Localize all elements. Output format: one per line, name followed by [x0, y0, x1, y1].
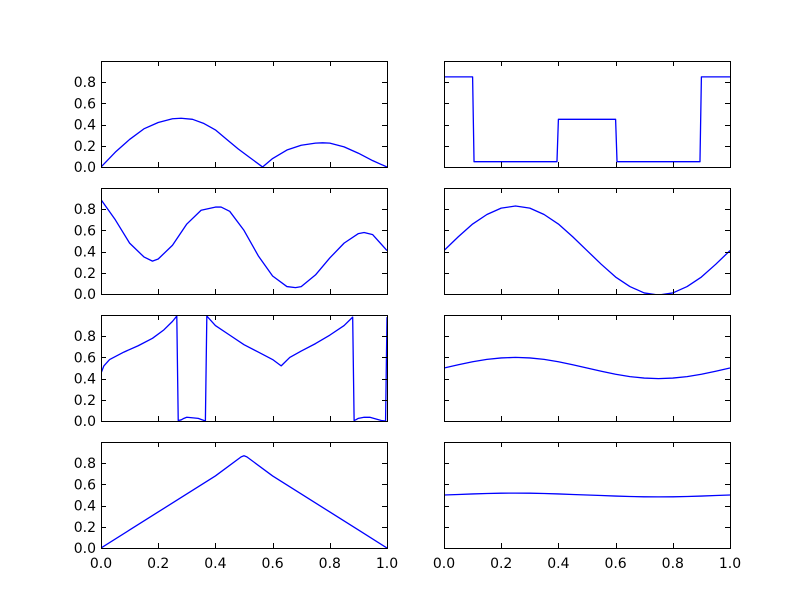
x-tick-label: 0.6: [261, 556, 283, 572]
y-tick-label: 0.2: [74, 520, 96, 536]
axes-frame: [101, 315, 388, 422]
x-tick-label: 0.4: [547, 556, 569, 572]
y-tick-label: 0.4: [74, 372, 96, 388]
y-tick-label: 0.0: [74, 541, 96, 557]
y-tick-label: 0.6: [74, 96, 96, 112]
axes-frame: [444, 188, 731, 295]
axes-frame: [444, 315, 731, 422]
y-tick-label: 0.4: [74, 245, 96, 261]
subplot-2: [444, 61, 731, 168]
subplot-4: [444, 188, 731, 295]
axes-frame: [444, 442, 731, 549]
series-line: [444, 205, 730, 294]
y-tick-label: 0.4: [74, 499, 96, 515]
y-tick-label: 0.2: [74, 266, 96, 282]
y-tick-label: 0.8: [74, 456, 96, 472]
y-tick-label: 0.0: [74, 160, 96, 176]
y-tick-label: 0.4: [74, 118, 96, 134]
y-tick-label: 0.0: [74, 414, 96, 430]
axes-frame: [101, 442, 388, 549]
x-tick-label: 0.4: [204, 556, 226, 572]
x-tick-label: 0.6: [604, 556, 626, 572]
y-tick-label: 0.8: [74, 329, 96, 345]
x-tick-label: 0.2: [147, 556, 169, 572]
x-tick-label: 1.0: [719, 556, 741, 572]
subplot-3: 0.0 0.2 0.4 0.6 0.8: [74, 188, 388, 303]
series-line: [101, 455, 387, 548]
subplot-1: 0.0 0.2 0.4 0.6 0.8: [74, 61, 388, 176]
y-tick-label: 0.0: [74, 287, 96, 303]
series-line: [444, 356, 730, 380]
y-tick-label: 0.2: [74, 393, 96, 409]
x-tick-label: 0.2: [490, 556, 512, 572]
subplot-6: [444, 315, 731, 422]
axes-frame: [101, 61, 388, 168]
axes-frame: [444, 61, 731, 168]
y-tick-label: 0.8: [74, 75, 96, 91]
subplot-7: 0.0 0.2 0.4 0.6 0.8 0.0 0.2 0.4 0.6 0.8 1.0: [74, 442, 398, 572]
y-tick-label: 0.2: [74, 139, 96, 155]
series-line: [101, 199, 387, 289]
y-tick-label: 0.8: [74, 202, 96, 218]
x-tick-label: 0.8: [662, 556, 684, 572]
x-tick-label: 0.0: [90, 556, 112, 572]
y-tick-label: 0.6: [74, 477, 96, 493]
series-line: [101, 315, 387, 421]
subplot-8: 0.0 0.2 0.4 0.6 0.8 1.0: [433, 442, 741, 572]
y-tick-label: 0.6: [74, 350, 96, 366]
x-tick-label: 0.0: [433, 556, 455, 572]
subplot-5: 0.0 0.2 0.4 0.6 0.8: [74, 315, 388, 430]
series-line: [444, 492, 730, 498]
x-tick-label: 1.0: [376, 556, 398, 572]
series-line: [444, 76, 730, 163]
x-tick-label: 0.8: [319, 556, 341, 572]
series-line: [101, 117, 387, 167]
y-tick-label: 0.6: [74, 223, 96, 239]
axes-frame: [101, 188, 388, 295]
